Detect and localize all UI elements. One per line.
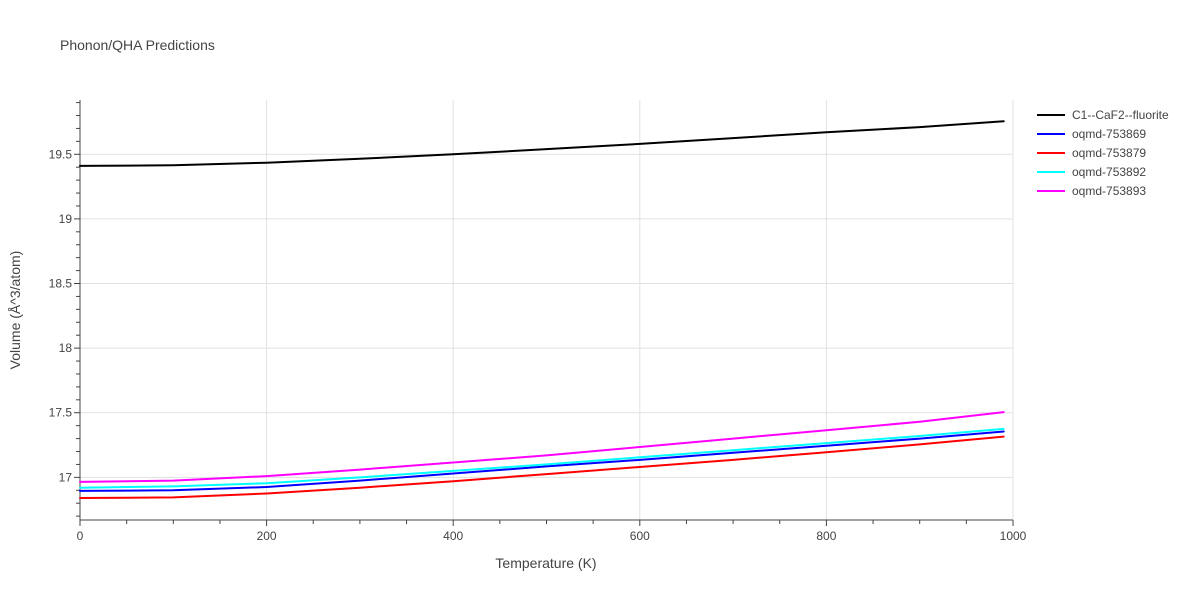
axes: 0 200 400 600 800 1000 17 17.5 18 18.5 19 19.5 xyxy=(49,100,1027,543)
legend-label: oqmd-753893 xyxy=(1072,184,1146,198)
legend-label: C1--CaF2--fluorite xyxy=(1072,108,1169,122)
legend[interactable]: C1--CaF2--fluorite oqmd-753869 oqmd-753879… xyxy=(1037,108,1169,198)
series-layer xyxy=(79,120,1005,499)
legend-label: oqmd-753869 xyxy=(1072,127,1146,141)
y-tick-label: 19 xyxy=(59,212,73,226)
series-line-oqmd-753892 xyxy=(79,427,1005,489)
y-tick-label: 17.5 xyxy=(49,406,73,420)
series-line-oqmd-753893 xyxy=(79,411,1005,483)
legend-item-oqmd-753893[interactable]: oqmd-753893 xyxy=(1037,184,1146,198)
x-tick-label: 0 xyxy=(77,529,84,543)
x-tick-label: 800 xyxy=(816,529,836,543)
x-tick-label: 600 xyxy=(630,529,650,543)
y-tick-label: 19.5 xyxy=(49,147,73,161)
series-line-C1--CaF2--fluorite xyxy=(79,120,1005,167)
legend-item-oqmd-753869[interactable]: oqmd-753869 xyxy=(1037,127,1146,141)
y-tick-label: 18.5 xyxy=(49,277,73,291)
legend-item-oqmd-753879[interactable]: oqmd-753879 xyxy=(1037,146,1146,160)
y-tick-label: 18 xyxy=(59,341,73,355)
legend-label: oqmd-753892 xyxy=(1072,165,1146,179)
x-tick-label: 400 xyxy=(443,529,463,543)
x-tick-label: 1000 xyxy=(1000,529,1027,543)
chart-title: Phonon/QHA Predictions xyxy=(60,37,215,53)
y-tick-label: 17 xyxy=(59,470,73,484)
series-line-oqmd-753869 xyxy=(79,430,1005,492)
series-line-oqmd-753879 xyxy=(79,435,1005,499)
legend-item-C1--CaF2--fluorite[interactable]: C1--CaF2--fluorite xyxy=(1037,108,1169,122)
legend-item-oqmd-753892[interactable]: oqmd-753892 xyxy=(1037,165,1146,179)
y-axis-title: Volume (Å^3/atom) xyxy=(7,251,23,370)
x-tick-label: 200 xyxy=(257,529,277,543)
x-axis-title: Temperature (K) xyxy=(495,555,596,571)
legend-label: oqmd-753879 xyxy=(1072,146,1146,160)
